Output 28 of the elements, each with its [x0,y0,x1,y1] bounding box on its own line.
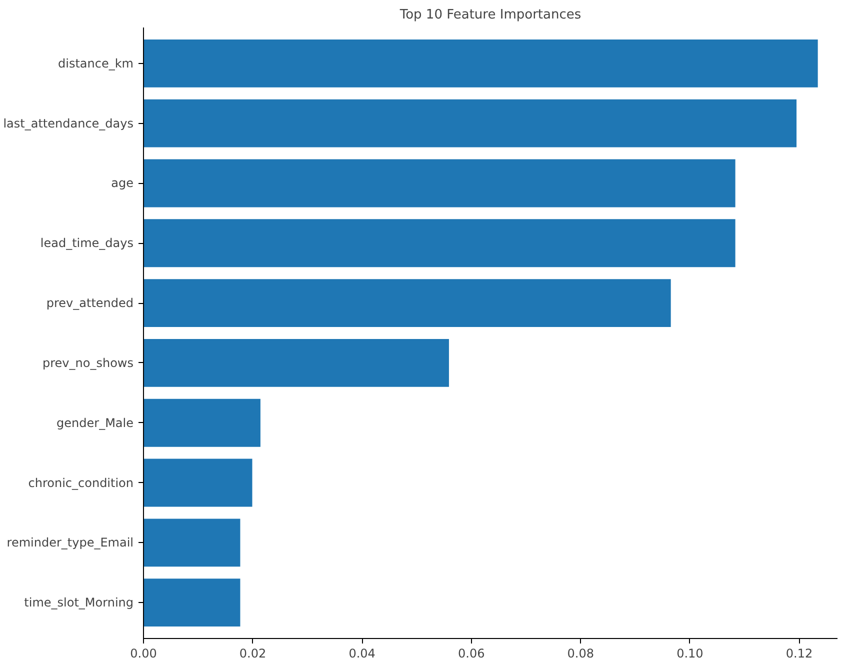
bar [144,338,449,387]
y-tick-label: chronic_condition [28,476,134,490]
y-tick-label: lead_time_days [40,236,134,250]
bar [144,518,240,567]
y-tick-label: time_slot_Morning [24,596,134,610]
x-tick-label: 0.04 [348,646,376,660]
bar [144,458,252,507]
chart-title: Top 10 Feature Importances [398,8,582,22]
x-tick-label: 0.06 [458,646,485,660]
y-tick-label: gender_Male [56,416,134,430]
x-tick-label: 0.02 [239,646,266,660]
x-tick-label: 0.08 [567,646,594,660]
bar [144,159,736,208]
y-tick-label: prev_attended [46,296,134,310]
bar [144,578,240,627]
bar [144,219,736,268]
x-tick-label: 0.00 [130,646,157,660]
y-tick-label: distance_km [58,56,134,70]
bar [144,99,797,148]
bar [144,398,260,447]
bar [144,279,671,328]
x-tick-label: 0.12 [786,646,813,660]
y-tick-label: prev_no_shows [42,356,134,370]
y-tick-label: last_attendance_days [3,116,134,130]
y-tick-label: reminder_type_Email [6,536,134,550]
x-tick-label: 0.10 [676,646,704,660]
y-tick-label: age [111,176,134,190]
bar [144,39,818,88]
